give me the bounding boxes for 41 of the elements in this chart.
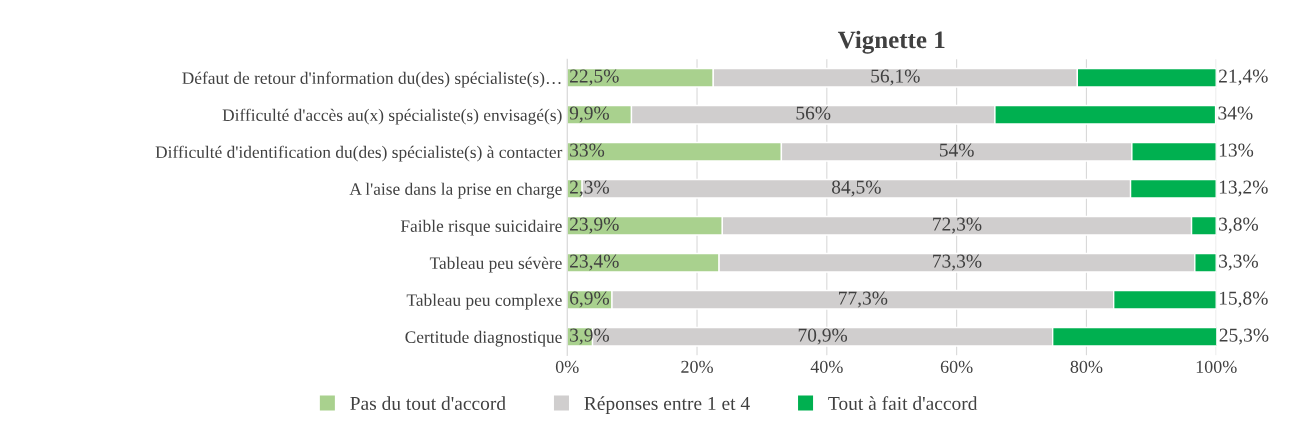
x-tick-label: 40% [810,360,843,373]
data-label: 56% [796,106,831,120]
data-label: 13,2% [1219,180,1268,197]
data-label: 2,3% [570,180,610,197]
data-label: 3,3% [1219,254,1259,271]
y-tick-label: Difficulté d'accès au(x) spécialiste(s) envisagé(s) [222,108,562,125]
data-label: 84,5% [831,180,881,197]
data-label: 3,8% [1219,217,1259,234]
data-label: 15,8% [1219,291,1268,308]
data-label: 23,4% [570,254,619,271]
x-tick-label: 60% [940,360,973,373]
data-label: 9,9% [569,106,610,123]
x-tick-label: 80% [1070,360,1103,373]
data-label: 22,5% [570,69,619,86]
data-label: 33% [570,143,605,157]
data-label: 56,1% [871,69,920,86]
data-label: 72,3% [933,217,982,234]
y-tick-label: Défaut de retour d'information du(des) spécialiste(s)… [182,71,561,88]
legend-label: Pas du tout d'accord [350,396,506,411]
x-tick-label: 0% [555,360,579,373]
chart-title: Vignette 1 [837,30,945,54]
data-label: 13% [1219,143,1254,157]
legend-label: Tout à fait d'accord [828,396,978,411]
data-label: 6,9% [570,291,610,308]
x-tick-label: 100% [1196,360,1237,373]
y-tick-label: Tableau peu complexe [406,293,562,310]
legend-label: Réponses entre 1 et 4 [584,396,750,414]
data-label: 25,3% [1219,328,1269,345]
data-label: 73,3% [933,254,982,271]
data-label: 70,9% [798,328,848,345]
x-tick-label: 20% [681,360,713,373]
data-label: 54% [939,143,974,157]
y-tick-label: Faible risque suicidaire [400,219,562,236]
data-label: 21,4% [1219,69,1268,86]
y-tick-label: Tableau peu sévère [429,256,562,273]
y-tick-label: A l'aise dans la prise en charge [349,182,562,199]
y-tick-label: Certitude diagnostique [405,330,562,347]
data-label: 23,9% [570,217,619,234]
data-label: 34% [1218,106,1253,120]
data-label: 77,3% [839,291,888,308]
y-tick-label: Difficulté d'identification du(des) spécialiste(s) à contacter [155,145,563,162]
